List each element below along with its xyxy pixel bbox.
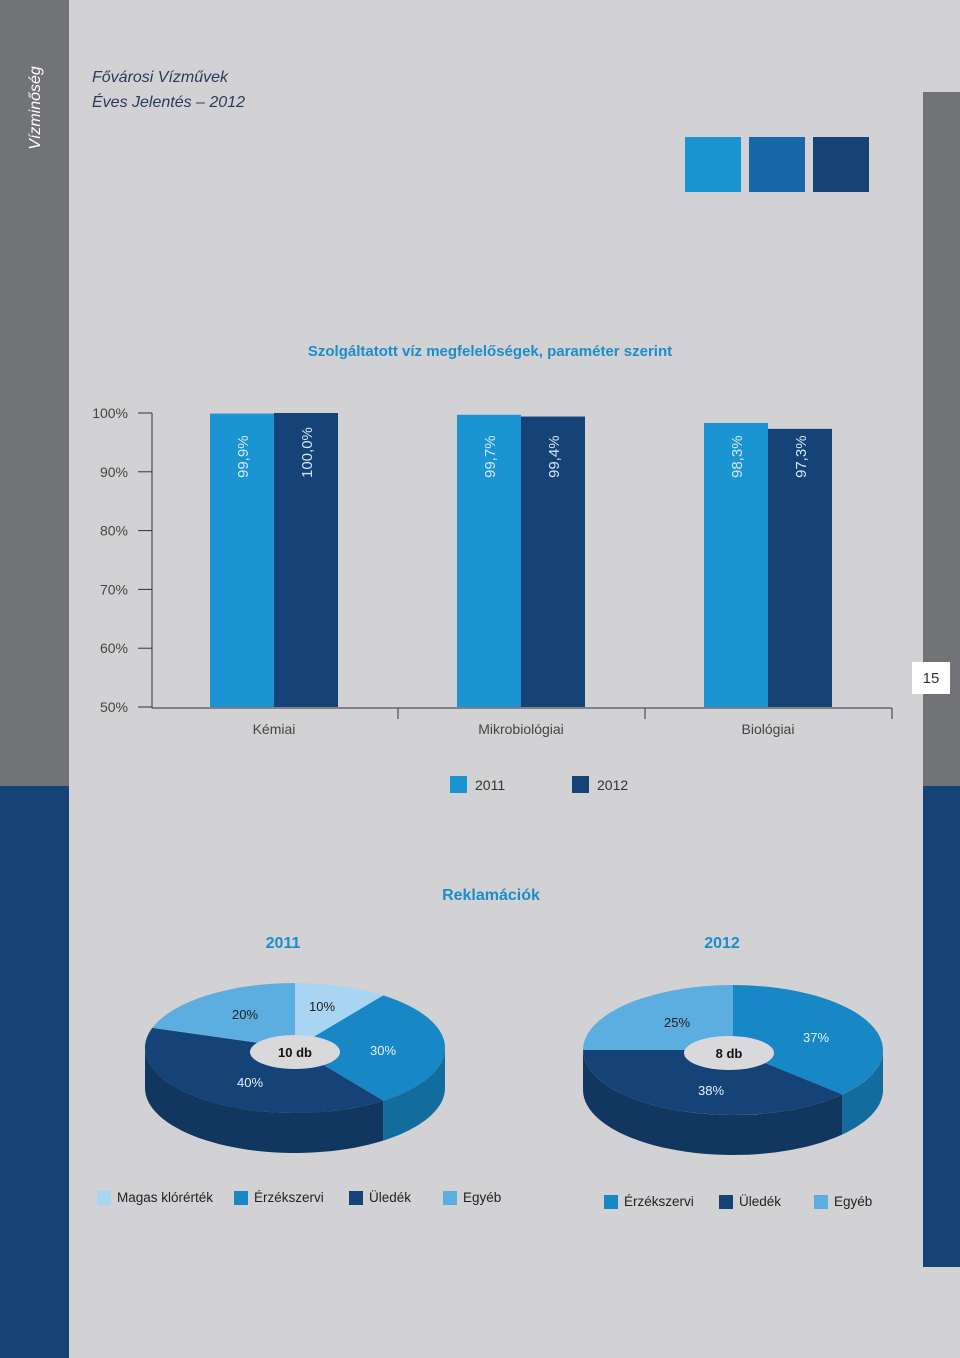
legend-swatch-egyeb-2012 xyxy=(814,1194,828,1209)
pie-slice-érzékszervi xyxy=(295,995,446,1101)
pie-2012-title: 2012 xyxy=(704,935,740,952)
legend-swatch-uledek xyxy=(349,1190,363,1205)
pie-charts: 10 db 10% 30% 40% 20% 8 db 37% 38% 25% xyxy=(144,983,883,1155)
decor-swatch-mid xyxy=(749,137,805,192)
legend-swatch-erzek-2012 xyxy=(604,1194,618,1209)
y-tick-label: 60% xyxy=(100,640,128,656)
pie-value-label: 40% xyxy=(237,1075,263,1090)
x-category-label: Mikrobiológiai xyxy=(478,721,564,737)
pie-slice-egyéb xyxy=(152,983,295,1048)
bar-value-label: 99,7% xyxy=(482,435,499,478)
left-sidebar-strip xyxy=(0,0,69,786)
decor-swatch-dark xyxy=(813,137,869,192)
bar-chart-title: Szolgáltatott víz megfelelőségek, paramé… xyxy=(307,343,673,360)
pie-slice-üledék xyxy=(144,1027,384,1114)
legend-label-erzek: Érzékszervi xyxy=(254,1190,324,1205)
pie2012-legend-uledek: Üledék xyxy=(719,1194,781,1209)
y-tick-label: 100% xyxy=(92,405,128,421)
pie-side-érzékszervi xyxy=(842,1050,883,1135)
pie-slice-magas klórérték xyxy=(295,983,384,1048)
pie-value-label: 10% xyxy=(309,999,335,1014)
left-sidebar-strip-bottom xyxy=(0,786,69,1358)
bar-2012-0 xyxy=(274,413,338,707)
pie2011-legend-erzek: Érzékszervi xyxy=(234,1190,324,1205)
pie-center-label: 8 db xyxy=(716,1046,743,1061)
y-tick-label: 70% xyxy=(100,581,128,597)
bar-value-label: 97,3% xyxy=(793,435,810,478)
page-number: 15 xyxy=(912,662,950,694)
bar-value-label: 100,0% xyxy=(299,427,316,478)
legend-item-2012: 2012 xyxy=(572,776,628,793)
pie-slice-érzékszervi xyxy=(733,985,883,1095)
pie-2011-title: 2011 xyxy=(265,935,301,952)
pie2011-legend-uledek: Üledék xyxy=(349,1190,411,1205)
pie-value-label: 38% xyxy=(698,1083,724,1098)
bar-2012-2 xyxy=(768,428,832,707)
pie-slice-üledék xyxy=(583,1050,843,1115)
legend-item-2011: 2011 xyxy=(450,776,505,793)
pie-value-label: 25% xyxy=(664,1015,690,1030)
y-tick-label: 90% xyxy=(100,464,128,480)
bar-2012-1 xyxy=(521,416,585,707)
legend-swatch-uledek-2012 xyxy=(719,1194,733,1209)
bar-2011-0 xyxy=(210,413,274,707)
legend-label-erzek-2012: Érzékszervi xyxy=(624,1194,694,1209)
bar-value-label: 99,4% xyxy=(546,435,563,478)
legend-label-egyeb-2012: Egyéb xyxy=(834,1194,873,1209)
pie2011-legend-egyeb: Egyéb xyxy=(443,1190,501,1205)
legend-swatch-2011 xyxy=(450,776,467,793)
pie-side-üledék xyxy=(145,1048,384,1153)
legend-swatch-egyeb xyxy=(443,1190,457,1205)
pie-center-hole xyxy=(684,1036,774,1070)
legend-swatch-erzek xyxy=(234,1190,248,1205)
decor-swatch-light xyxy=(685,137,741,192)
bar-2011-2 xyxy=(704,422,768,707)
bar-chart: 50% 60% 70% 80% 90% 100% 99,9% 100,0% Kémiai 99,7… xyxy=(92,405,893,737)
right-edge-strip-bottom xyxy=(923,786,960,1267)
bar-value-label: 99,9% xyxy=(235,435,252,478)
legend-label-2011: 2011 xyxy=(475,776,506,793)
pie-side-érzékszervi xyxy=(383,1048,445,1141)
legend-label-uledek-2012: Üledék xyxy=(739,1194,782,1209)
pie-center-hole xyxy=(250,1035,340,1069)
legend-label-magas: Magas klórérték xyxy=(117,1190,214,1205)
legend-swatch-2012 xyxy=(572,776,589,793)
y-tick-label: 50% xyxy=(100,699,128,715)
pie2012-legend-egyeb: Egyéb xyxy=(814,1194,872,1209)
pie-section-title: Reklamációk xyxy=(442,887,540,904)
header-company: Fővárosi Vízművek xyxy=(92,69,229,86)
header-report: Éves Jelentés – 2012 xyxy=(92,94,245,111)
pie-value-label: 30% xyxy=(370,1043,396,1058)
y-tick-label: 80% xyxy=(100,523,128,539)
bar-2011-1 xyxy=(457,414,521,707)
bar-value-label: 98,3% xyxy=(729,435,746,478)
legend-label-egyeb: Egyéb xyxy=(463,1190,502,1205)
legend-swatch-magas xyxy=(97,1190,111,1205)
pie2011-legend-magas: Magas klórérték xyxy=(97,1190,213,1205)
x-category-label: Kémiai xyxy=(253,721,296,737)
pie-center-label: 10 db xyxy=(278,1045,312,1060)
legend-label-2012: 2012 xyxy=(597,776,629,793)
pie-slice-egyéb xyxy=(583,985,733,1050)
pie2012-legend-erzek: Érzékszervi xyxy=(604,1194,694,1209)
legend-label-uledek: Üledék xyxy=(369,1190,412,1205)
pie-value-label: 20% xyxy=(232,1007,258,1022)
pie-side-üledék xyxy=(583,1050,843,1155)
x-category-label: Biológiai xyxy=(742,721,795,737)
pie-value-label: 37% xyxy=(803,1030,829,1045)
